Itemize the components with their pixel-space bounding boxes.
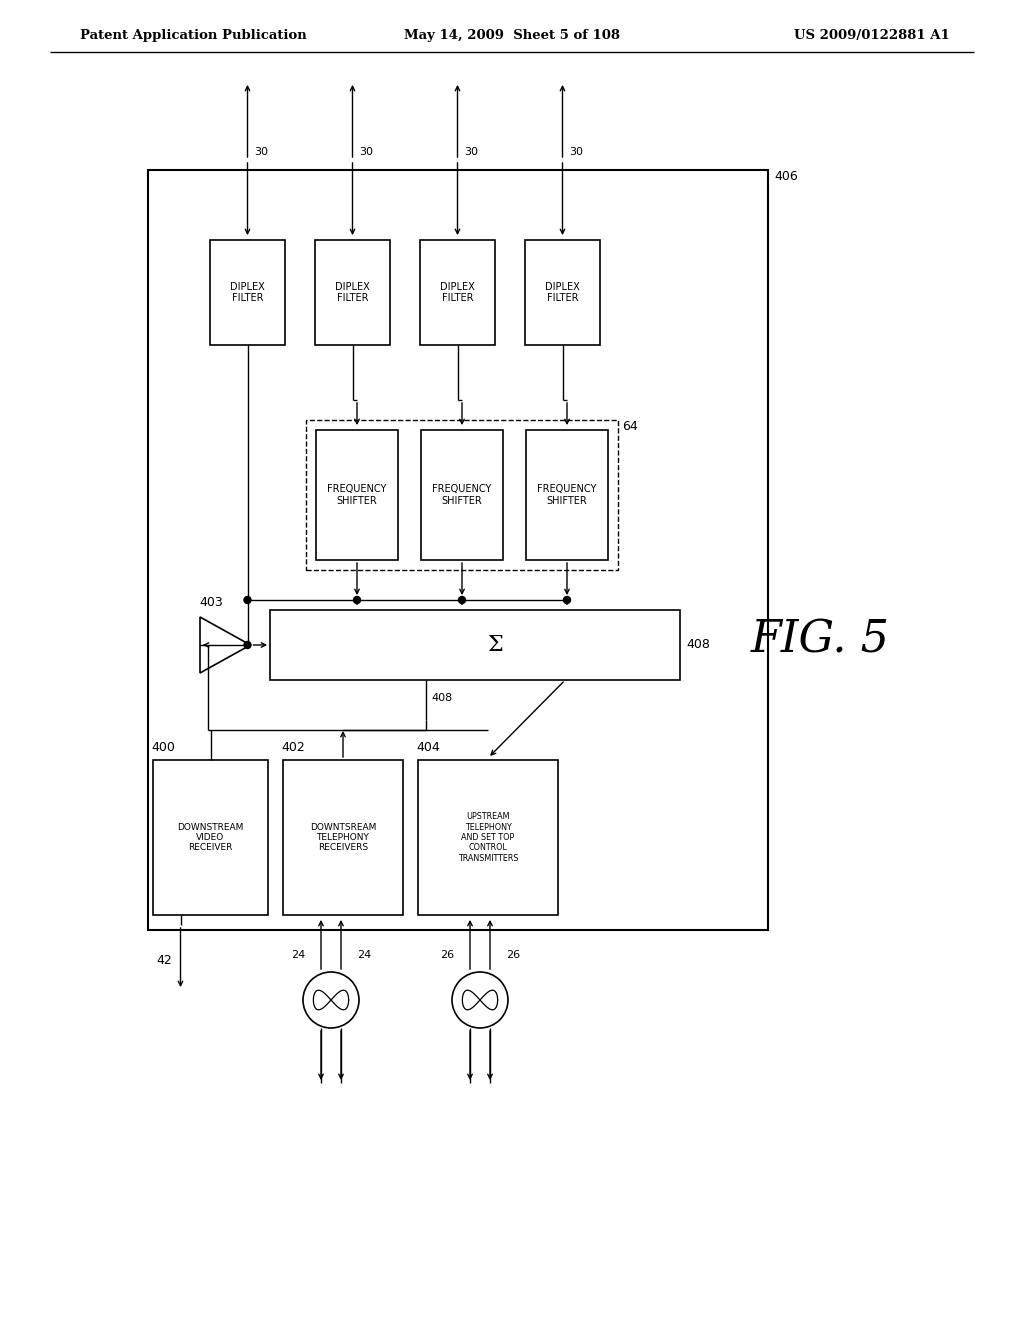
Text: 400: 400 xyxy=(151,741,175,754)
Bar xyxy=(283,760,403,915)
Bar xyxy=(270,610,680,680)
Text: FREQUENCY
SHIFTER: FREQUENCY SHIFTER xyxy=(432,484,492,506)
Text: 30: 30 xyxy=(255,147,268,157)
Bar xyxy=(421,430,503,560)
Text: 30: 30 xyxy=(465,147,478,157)
Text: 64: 64 xyxy=(622,420,638,433)
Text: 408: 408 xyxy=(432,693,453,704)
Text: UPSTREAM
TELEPHONY
AND SET TOP
CONTROL
TRANSMITTERS: UPSTREAM TELEPHONY AND SET TOP CONTROL T… xyxy=(458,812,518,863)
Text: FREQUENCY
SHIFTER: FREQUENCY SHIFTER xyxy=(328,484,387,506)
Text: DOWNSTREAM
VIDEO
RECEIVER: DOWNSTREAM VIDEO RECEIVER xyxy=(177,822,244,853)
Text: DIPLEX
FILTER: DIPLEX FILTER xyxy=(335,281,370,304)
Text: Patent Application Publication: Patent Application Publication xyxy=(80,29,307,41)
Bar xyxy=(315,240,390,345)
Bar xyxy=(526,430,608,560)
Bar xyxy=(420,240,495,345)
Text: May 14, 2009  Sheet 5 of 108: May 14, 2009 Sheet 5 of 108 xyxy=(404,29,620,41)
Bar xyxy=(153,760,268,915)
Text: FIG. 5: FIG. 5 xyxy=(751,618,890,661)
Text: 402: 402 xyxy=(281,741,305,754)
Text: DIPLEX
FILTER: DIPLEX FILTER xyxy=(230,281,265,304)
Text: 30: 30 xyxy=(359,147,374,157)
Bar xyxy=(210,240,285,345)
Circle shape xyxy=(353,597,360,603)
Text: DIPLEX
FILTER: DIPLEX FILTER xyxy=(440,281,475,304)
Text: 26: 26 xyxy=(440,950,454,960)
Text: US 2009/0122881 A1: US 2009/0122881 A1 xyxy=(795,29,950,41)
Bar xyxy=(148,170,768,931)
Text: Σ: Σ xyxy=(487,634,503,656)
Circle shape xyxy=(459,597,466,603)
Text: 403: 403 xyxy=(200,597,223,609)
Text: 26: 26 xyxy=(506,950,520,960)
Text: DIPLEX
FILTER: DIPLEX FILTER xyxy=(545,281,580,304)
Text: 30: 30 xyxy=(569,147,584,157)
Text: 42: 42 xyxy=(157,953,172,966)
Text: DOWNTSREAM
TELEPHONY
RECEIVERS: DOWNTSREAM TELEPHONY RECEIVERS xyxy=(310,822,376,853)
Text: 24: 24 xyxy=(291,950,305,960)
Text: 408: 408 xyxy=(686,639,710,652)
Bar xyxy=(316,430,398,560)
Bar xyxy=(418,760,558,915)
Circle shape xyxy=(563,597,570,603)
Bar xyxy=(525,240,600,345)
Text: 404: 404 xyxy=(416,741,439,754)
Text: 406: 406 xyxy=(774,170,798,183)
Circle shape xyxy=(244,597,251,603)
Text: 24: 24 xyxy=(357,950,371,960)
Circle shape xyxy=(244,642,251,648)
Bar xyxy=(306,420,618,570)
Text: FREQUENCY
SHIFTER: FREQUENCY SHIFTER xyxy=(538,484,597,506)
